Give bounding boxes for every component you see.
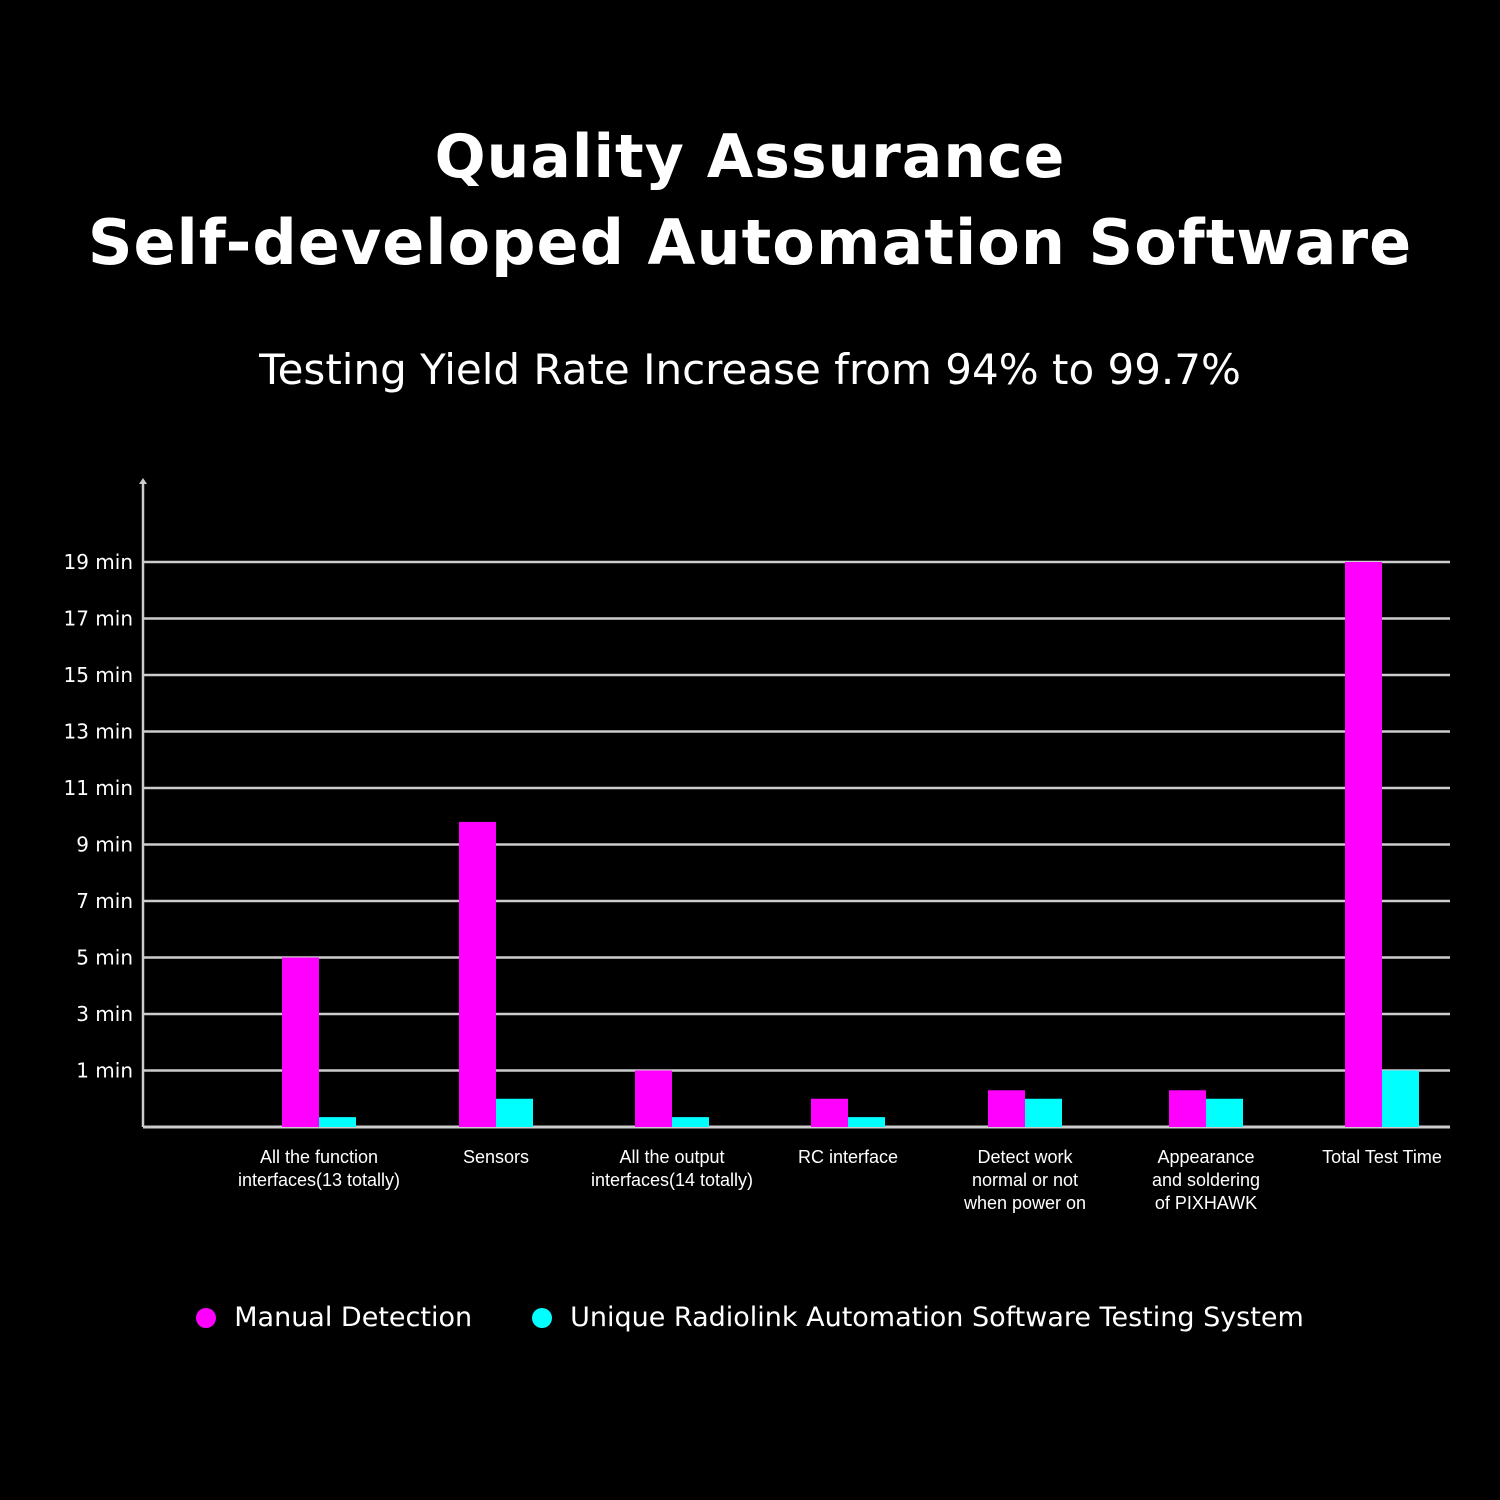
category-labels: All the function interfaces(13 totally) Se… xyxy=(238,1147,1442,1213)
bar-manual xyxy=(1169,1090,1206,1127)
x-category-label: interfaces(14 totally) xyxy=(591,1170,753,1190)
x-category-label: Appearance xyxy=(1157,1147,1254,1167)
x-category-label: Sensors xyxy=(463,1147,529,1167)
bar-automation xyxy=(672,1117,709,1127)
x-category-label: interfaces(13 totally) xyxy=(238,1170,400,1190)
x-category-label: normal or not xyxy=(972,1170,1078,1190)
x-category-label: and soldering xyxy=(1152,1170,1260,1190)
y-tick-label: 15 min xyxy=(63,663,133,687)
y-tick-label: 3 min xyxy=(76,1002,133,1026)
x-category-label: RC interface xyxy=(798,1147,898,1167)
bar-automation xyxy=(319,1117,356,1127)
y-tick-label: 9 min xyxy=(76,833,133,857)
legend-label: Unique Radiolink Automation Software Tes… xyxy=(570,1302,1304,1333)
bar-manual xyxy=(1345,562,1382,1127)
bar-automation xyxy=(848,1117,885,1127)
grid-lines: 1 min 3 min 5 min 7 min 9 min 11 min 13 min 15 … xyxy=(63,550,1450,1083)
bars xyxy=(282,562,1419,1127)
title-line-2: Self-developed Automation Software xyxy=(87,206,1413,279)
bar-automation xyxy=(1206,1098,1243,1127)
legend-dot-icon xyxy=(532,1307,553,1328)
legend-item-manual: Manual Detection xyxy=(196,1302,472,1333)
bar-manual xyxy=(459,821,496,1127)
y-tick-label: 7 min xyxy=(76,889,133,913)
x-category-label: All the function xyxy=(260,1147,378,1167)
y-tick-label: 17 min xyxy=(63,607,133,631)
axes xyxy=(139,478,1450,1129)
x-category-label: All the output xyxy=(619,1147,724,1167)
y-axis-arrow-icon xyxy=(139,478,147,484)
x-category-label: of PIXHAWK xyxy=(1155,1193,1257,1213)
x-category-label: when power on xyxy=(963,1193,1086,1213)
legend: Manual Detection Unique Radiolink Automa… xyxy=(0,1302,1500,1333)
y-tick-label: 19 min xyxy=(63,550,133,574)
bar-automation xyxy=(496,1098,533,1127)
y-tick-label: 13 min xyxy=(63,720,133,744)
bar-manual xyxy=(635,1070,672,1127)
x-category-label: Detect work xyxy=(977,1147,1073,1167)
x-category-label: Total Test Time xyxy=(1322,1147,1442,1167)
bar-automation xyxy=(1382,1070,1419,1127)
bar-manual xyxy=(988,1090,1025,1127)
y-tick-label: 5 min xyxy=(76,946,133,970)
bar-automation xyxy=(1025,1098,1062,1127)
title-line-1: Quality Assurance xyxy=(434,122,1066,192)
y-tick-label: 1 min xyxy=(76,1059,133,1083)
legend-dot-icon xyxy=(196,1307,217,1328)
legend-item-automation: Unique Radiolink Automation Software Tes… xyxy=(532,1302,1304,1333)
bar-manual xyxy=(811,1098,848,1127)
bar-manual xyxy=(282,957,319,1127)
legend-label: Manual Detection xyxy=(234,1302,473,1333)
y-tick-label: 11 min xyxy=(63,776,133,800)
chart-subtitle: Testing Yield Rate Increase from 94% to … xyxy=(259,345,1241,394)
